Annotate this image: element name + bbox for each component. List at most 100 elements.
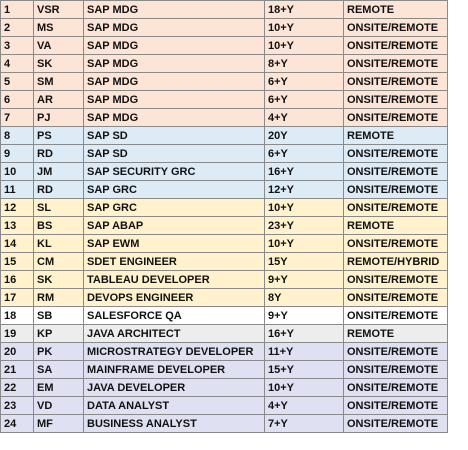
candidate-code-cell[interactable]: CM xyxy=(33,252,84,271)
work-mode-cell[interactable]: ONSITE/REMOTE xyxy=(343,414,448,433)
role-cell[interactable]: SALESFORCE QA xyxy=(83,306,265,325)
work-mode-cell[interactable]: REMOTE/HYBRID xyxy=(343,252,448,271)
experience-cell[interactable]: 4+Y xyxy=(264,108,344,127)
experience-cell[interactable]: 10+Y xyxy=(264,36,344,55)
experience-cell[interactable]: 6+Y xyxy=(264,144,344,163)
table-row[interactable]: 20 PK MICROSTRATEGY DEVELOPER 11+Y ONSITE/RE… xyxy=(0,342,448,361)
table-row[interactable]: 3 VA SAP MDG 10+Y ONSITE/REMOTE xyxy=(0,36,448,55)
table-row[interactable]: 15 CM SDET ENGINEER 15Y REMOTE/HYBRID xyxy=(0,252,448,271)
work-mode-cell[interactable]: ONSITE/REMOTE xyxy=(343,342,448,361)
work-mode-cell[interactable]: ONSITE/REMOTE xyxy=(343,18,448,37)
work-mode-cell[interactable]: REMOTE xyxy=(343,324,448,343)
work-mode-cell[interactable]: ONSITE/REMOTE xyxy=(343,360,448,379)
candidate-code-cell[interactable]: PJ xyxy=(33,108,84,127)
table-row[interactable]: 1 VSR SAP MDG 18+Y REMOTE xyxy=(0,0,448,19)
work-mode-cell[interactable]: ONSITE/REMOTE xyxy=(343,234,448,253)
candidate-code-cell[interactable]: RD xyxy=(33,144,84,163)
row-number-cell[interactable]: 12 xyxy=(0,198,34,217)
experience-cell[interactable]: 15Y xyxy=(264,252,344,271)
candidate-code-cell[interactable]: RM xyxy=(33,288,84,307)
table-row[interactable]: 10 JM SAP SECURITY GRC 16+Y ONSITE/REMOTE xyxy=(0,162,448,181)
role-cell[interactable]: SAP SECURITY GRC xyxy=(83,162,265,181)
work-mode-cell[interactable]: ONSITE/REMOTE xyxy=(343,162,448,181)
role-cell[interactable]: SAP MDG xyxy=(83,18,265,37)
experience-cell[interactable]: 7+Y xyxy=(264,414,344,433)
row-number-cell[interactable]: 17 xyxy=(0,288,34,307)
work-mode-cell[interactable]: ONSITE/REMOTE xyxy=(343,198,448,217)
table-row[interactable]: 14 KL SAP EWM 10+Y ONSITE/REMOTE xyxy=(0,234,448,253)
role-cell[interactable]: SAP MDG xyxy=(83,54,265,73)
candidate-code-cell[interactable]: PS xyxy=(33,126,84,145)
role-cell[interactable]: SAP SD xyxy=(83,144,265,163)
table-row[interactable]: 21 SA MAINFRAME DEVELOPER 15+Y ONSITE/REMOTE xyxy=(0,360,448,379)
work-mode-cell[interactable]: ONSITE/REMOTE xyxy=(343,36,448,55)
row-number-cell[interactable]: 16 xyxy=(0,270,34,289)
table-row[interactable]: 5 SM SAP MDG 6+Y ONSITE/REMOTE xyxy=(0,72,448,91)
candidate-code-cell[interactable]: RD xyxy=(33,180,84,199)
row-number-cell[interactable]: 5 xyxy=(0,72,34,91)
work-mode-cell[interactable]: ONSITE/REMOTE xyxy=(343,54,448,73)
experience-cell[interactable]: 18+Y xyxy=(264,0,344,19)
role-cell[interactable]: SAP MDG xyxy=(83,36,265,55)
work-mode-cell[interactable]: ONSITE/REMOTE xyxy=(343,180,448,199)
role-cell[interactable]: SDET ENGINEER xyxy=(83,252,265,271)
table-row[interactable]: 4 SK SAP MDG 8+Y ONSITE/REMOTE xyxy=(0,54,448,73)
candidate-code-cell[interactable]: JM xyxy=(33,162,84,181)
role-cell[interactable]: SAP ABAP xyxy=(83,216,265,235)
work-mode-cell[interactable]: ONSITE/REMOTE xyxy=(343,90,448,109)
experience-cell[interactable]: 9+Y xyxy=(264,306,344,325)
role-cell[interactable]: SAP MDG xyxy=(83,0,265,19)
candidate-code-cell[interactable]: BS xyxy=(33,216,84,235)
candidate-code-cell[interactable]: SL xyxy=(33,198,84,217)
candidate-code-cell[interactable]: SB xyxy=(33,306,84,325)
role-cell[interactable]: SAP SD xyxy=(83,126,265,145)
row-number-cell[interactable]: 19 xyxy=(0,324,34,343)
row-number-cell[interactable]: 15 xyxy=(0,252,34,271)
work-mode-cell[interactable]: ONSITE/REMOTE xyxy=(343,396,448,415)
role-cell[interactable]: SAP MDG xyxy=(83,90,265,109)
candidate-code-cell[interactable]: SK xyxy=(33,54,84,73)
table-row[interactable]: 24 MF BUSINESS ANALYST 7+Y ONSITE/REMOTE xyxy=(0,414,448,433)
table-row[interactable]: 23 VD DATA ANALYST 4+Y ONSITE/REMOTE xyxy=(0,396,448,415)
candidate-code-cell[interactable]: MF xyxy=(33,414,84,433)
row-number-cell[interactable]: 6 xyxy=(0,90,34,109)
role-cell[interactable]: SAP GRC xyxy=(83,198,265,217)
work-mode-cell[interactable]: ONSITE/REMOTE xyxy=(343,270,448,289)
experience-cell[interactable]: 4+Y xyxy=(264,396,344,415)
candidate-code-cell[interactable]: SA xyxy=(33,360,84,379)
experience-cell[interactable]: 10+Y xyxy=(264,198,344,217)
experience-cell[interactable]: 16+Y xyxy=(264,162,344,181)
row-number-cell[interactable]: 10 xyxy=(0,162,34,181)
row-number-cell[interactable]: 11 xyxy=(0,180,34,199)
candidate-code-cell[interactable]: PK xyxy=(33,342,84,361)
experience-cell[interactable]: 8+Y xyxy=(264,54,344,73)
role-cell[interactable]: JAVA ARCHITECT xyxy=(83,324,265,343)
row-number-cell[interactable]: 7 xyxy=(0,108,34,127)
candidate-code-cell[interactable]: AR xyxy=(33,90,84,109)
role-cell[interactable]: SAP EWM xyxy=(83,234,265,253)
experience-cell[interactable]: 6+Y xyxy=(264,90,344,109)
role-cell[interactable]: SAP MDG xyxy=(83,108,265,127)
row-number-cell[interactable]: 9 xyxy=(0,144,34,163)
experience-cell[interactable]: 10+Y xyxy=(264,234,344,253)
table-row[interactable]: 2 MS SAP MDG 10+Y ONSITE/REMOTE xyxy=(0,18,448,37)
table-row[interactable]: 13 BS SAP ABAP 23+Y REMOTE xyxy=(0,216,448,235)
candidate-code-cell[interactable]: SK xyxy=(33,270,84,289)
table-row[interactable]: 22 EM JAVA DEVELOPER 10+Y ONSITE/REMOTE xyxy=(0,378,448,397)
experience-cell[interactable]: 6+Y xyxy=(264,72,344,91)
experience-cell[interactable]: 10+Y xyxy=(264,18,344,37)
experience-cell[interactable]: 8Y xyxy=(264,288,344,307)
work-mode-cell[interactable]: ONSITE/REMOTE xyxy=(343,144,448,163)
table-row[interactable]: 7 PJ SAP MDG 4+Y ONSITE/REMOTE xyxy=(0,108,448,127)
role-cell[interactable]: BUSINESS ANALYST xyxy=(83,414,265,433)
role-cell[interactable]: SAP MDG xyxy=(83,72,265,91)
candidate-code-cell[interactable]: VA xyxy=(33,36,84,55)
row-number-cell[interactable]: 18 xyxy=(0,306,34,325)
candidate-code-cell[interactable]: VD xyxy=(33,396,84,415)
work-mode-cell[interactable]: REMOTE xyxy=(343,0,448,19)
row-number-cell[interactable]: 14 xyxy=(0,234,34,253)
role-cell[interactable]: MICROSTRATEGY DEVELOPER xyxy=(83,342,265,361)
experience-cell[interactable]: 12+Y xyxy=(264,180,344,199)
experience-cell[interactable]: 15+Y xyxy=(264,360,344,379)
work-mode-cell[interactable]: ONSITE/REMOTE xyxy=(343,72,448,91)
